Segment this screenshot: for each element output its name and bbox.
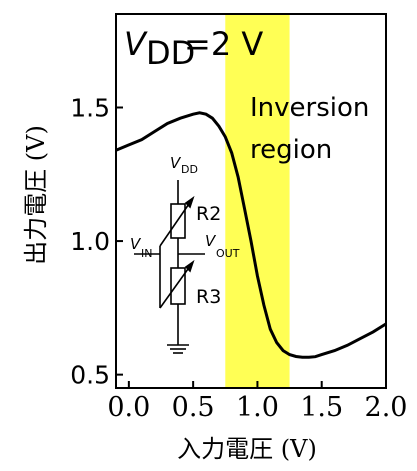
x-axis-title: 入力電圧 (V) [177,435,317,463]
inset-circuit-labels: V DD R2 R3 V IN V OUT [130,154,240,308]
vdd-subscript: DD [146,34,195,72]
x-tick-label: 0.0 [107,392,150,423]
output-voltage-curve [115,111,387,359]
circuit-vdd-label: V [170,154,182,172]
y-axis-title: 出力電圧 (V) [22,125,50,265]
x-tick-label: 1.5 [300,392,343,423]
circuit-vout-sub: OUT [216,247,240,260]
y-tick-label: 1.5 [70,94,110,123]
y-axis-ticks: 0.5 1.0 1.5 [70,94,123,390]
x-axis-ticks: 0.0 0.5 1.0 1.5 2.0 [107,381,407,423]
inversion-region-highlight [225,14,290,388]
y-tick-label: 0.5 [70,361,110,390]
circuit-vin-label: V [130,235,142,253]
vdd-annotation: V DD =2 V [124,25,263,72]
inversion-region-label-line1: Inversion [250,93,369,123]
x-tick-label: 0.5 [172,392,215,423]
vdd-value: =2 V [184,25,263,63]
y-tick-label: 1.0 [70,227,110,256]
x-tick-label: 1.0 [236,392,279,423]
circuit-vin-sub: IN [141,247,152,260]
inset-circuit [134,180,205,354]
circuit-vout-label: V [205,232,217,250]
inversion-region-label-line2: region [250,135,332,165]
plot-frame [115,13,387,389]
circuit-r3-label: R3 [196,286,221,308]
circuit-r2-label: R2 [196,203,221,225]
x-tick-label: 2.0 [365,392,408,423]
vdd-v-letter: V [124,25,148,63]
circuit-vdd-sub: DD [181,163,198,176]
